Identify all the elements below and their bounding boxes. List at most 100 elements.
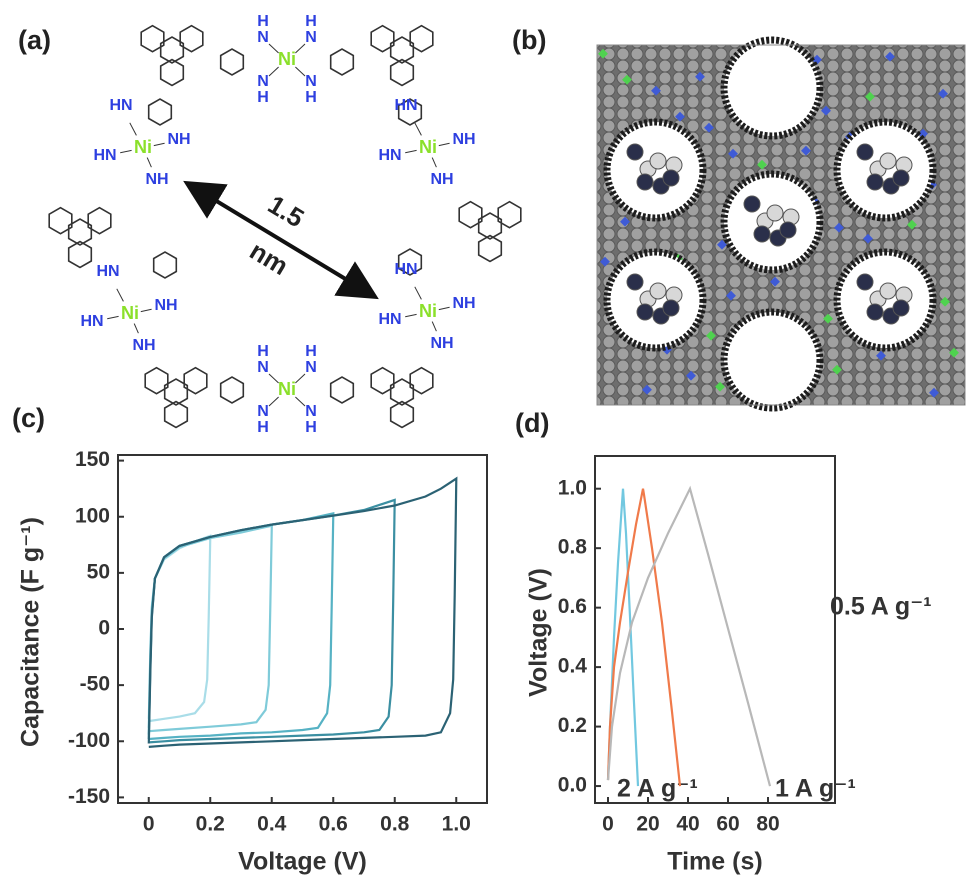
metal-label: Ni xyxy=(278,379,296,399)
atom-dot xyxy=(704,122,714,133)
pore xyxy=(720,308,824,412)
metal-label: Ni xyxy=(278,49,296,69)
y-tick-label: 0 xyxy=(98,617,110,640)
benzene-ring xyxy=(159,36,185,64)
bond xyxy=(295,373,306,384)
benzene-ring xyxy=(389,58,415,87)
ion xyxy=(766,204,784,222)
atom-dot xyxy=(717,239,727,250)
bond xyxy=(405,149,417,154)
series-label: 0.5 A g⁻¹ xyxy=(830,593,932,621)
benzene-ring xyxy=(497,200,522,229)
atom-label: HN xyxy=(80,313,103,330)
molecular-model-image xyxy=(596,36,966,412)
ion xyxy=(892,169,910,187)
benzene-ring xyxy=(67,218,93,246)
atom-label: HN xyxy=(378,147,401,164)
atom-label: N xyxy=(257,403,269,420)
x-tick-label: 0 xyxy=(143,813,155,836)
benzene-ring xyxy=(219,376,245,404)
bond xyxy=(268,43,279,54)
metal-label: Ni xyxy=(121,303,139,323)
atom-label: HN xyxy=(93,147,116,164)
atom-label: HN xyxy=(96,263,119,280)
atom-dot xyxy=(598,48,608,59)
data-line xyxy=(606,485,772,787)
atom-label: N xyxy=(305,29,317,46)
atom-label: H xyxy=(305,89,317,106)
atom-label: H xyxy=(305,13,317,30)
atom-dot xyxy=(885,51,895,62)
bond xyxy=(295,396,306,407)
atom-dot xyxy=(686,370,696,381)
atom-dot xyxy=(812,54,822,65)
atom-dot xyxy=(863,233,873,244)
atom-dot xyxy=(823,313,833,324)
atom-dot xyxy=(622,74,632,85)
benzene-ring xyxy=(140,24,165,53)
atom-label: N xyxy=(257,29,269,46)
benzene-ring xyxy=(370,366,395,395)
ion xyxy=(879,152,897,170)
bond xyxy=(153,142,165,147)
atom-label: H xyxy=(257,13,269,30)
ion xyxy=(636,173,654,191)
benzene-ring xyxy=(147,98,173,126)
ion xyxy=(662,299,680,317)
ion xyxy=(626,273,644,291)
bond xyxy=(268,373,279,384)
y-tick-label: 1.0 xyxy=(558,476,587,499)
atom-dot xyxy=(620,216,630,227)
y-tick-label: 0.6 xyxy=(558,595,587,618)
atom-label: NH xyxy=(145,171,168,188)
panel-label: (a) xyxy=(18,25,51,55)
y-tick-label: 0.4 xyxy=(558,655,588,678)
x-tick-label: 80 xyxy=(756,813,779,836)
y-tick-label: -100 xyxy=(68,729,110,752)
x-axis-title: Time (s) xyxy=(667,848,762,876)
atom-label: HN xyxy=(394,97,417,114)
series-label: 2 A g⁻¹ xyxy=(617,775,698,803)
atom-dot xyxy=(949,347,959,358)
ion xyxy=(743,195,761,213)
y-tick-label: 0.8 xyxy=(558,536,588,559)
atom-dot xyxy=(651,85,661,96)
atom-label: HN xyxy=(109,97,132,114)
bond xyxy=(107,315,119,320)
atom-label: NH xyxy=(452,295,475,312)
bond xyxy=(414,286,422,300)
ion xyxy=(779,221,797,239)
atom-label: NH xyxy=(167,131,190,148)
atom-dot xyxy=(706,330,716,341)
bond xyxy=(146,157,152,168)
distance-value: 1.5 xyxy=(263,189,309,233)
benzene-ring xyxy=(389,36,415,64)
atom-dot xyxy=(832,364,842,375)
ion xyxy=(866,303,884,321)
benzene-ring xyxy=(179,24,204,53)
benzene-ring xyxy=(159,58,185,87)
atom-dot xyxy=(907,219,917,230)
atom-label: NH xyxy=(452,131,475,148)
y-axis-title: Voltage (V) xyxy=(525,568,553,697)
x-tick-label: 0.8 xyxy=(380,813,410,836)
x-tick-label: 20 xyxy=(636,813,659,836)
benzene-ring xyxy=(409,24,434,53)
panel-label: (c) xyxy=(12,403,45,433)
atom-dot xyxy=(834,222,844,233)
atom-dot xyxy=(726,290,736,301)
atom-dot xyxy=(600,256,610,267)
data-line xyxy=(606,488,682,787)
benzene-ring xyxy=(389,400,415,429)
benzene-ring xyxy=(144,366,169,395)
benzene-ring xyxy=(458,200,483,229)
atom-label: N xyxy=(305,359,317,376)
atom-dot xyxy=(918,128,928,139)
plot-frame xyxy=(594,455,836,804)
atom-dot xyxy=(938,88,948,99)
atom-label: NH xyxy=(132,337,155,354)
atom-label: NH xyxy=(154,297,177,314)
bond xyxy=(129,122,137,136)
benzene-ring xyxy=(370,24,395,53)
